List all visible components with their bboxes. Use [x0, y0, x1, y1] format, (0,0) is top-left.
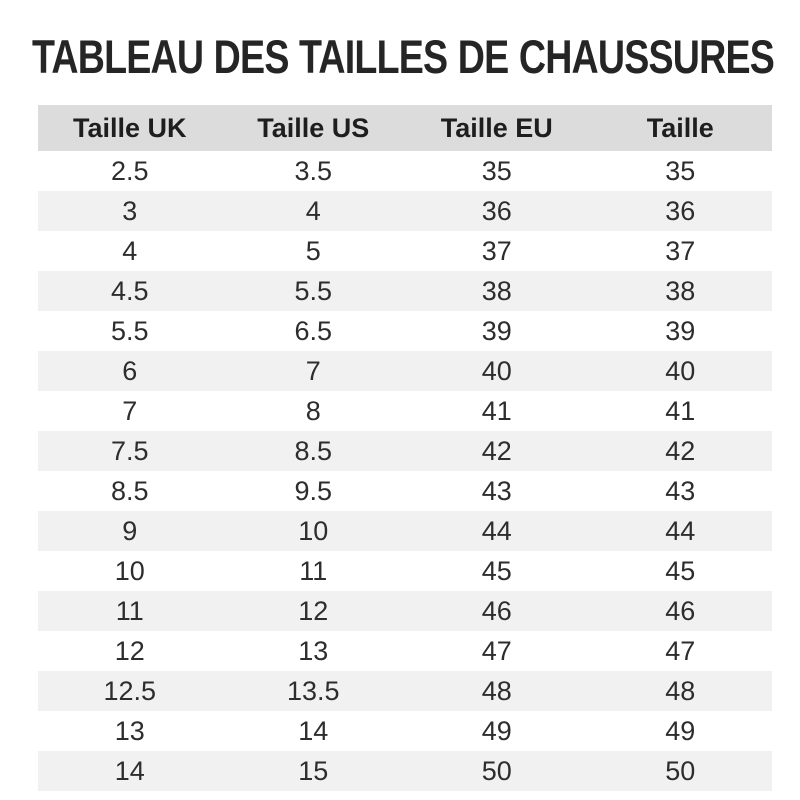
table-cell: 39 [665, 315, 696, 346]
table-cell: 13 [298, 635, 329, 666]
table-cell: 44 [481, 515, 512, 546]
table-row: 13 14 49 49 [38, 711, 772, 751]
table-cell: 49 [481, 715, 512, 746]
table-cell: 8.5 [110, 475, 149, 506]
column-header: Taille UK [38, 105, 222, 151]
table-row: 5.5 6.5 39 39 [38, 311, 772, 351]
table-cell: 13.5 [286, 675, 340, 706]
table-row: 7.5 8.5 42 42 [38, 431, 772, 471]
table-row: 12 13 47 47 [38, 631, 772, 671]
table-cell: 7 [122, 395, 138, 426]
table-cell: 47 [665, 635, 696, 666]
table-cell: 5.5 [110, 315, 149, 346]
table-cell: 11 [299, 555, 328, 586]
table-cell: 36 [481, 195, 512, 226]
size-table: Taille UK Taille US Taille EU Taille 2.5 3.5… [38, 105, 772, 791]
table-cell: 9.5 [294, 475, 333, 506]
table-cell: 10 [114, 555, 145, 586]
table-cell: 38 [481, 275, 512, 306]
table-cell: 45 [665, 555, 696, 586]
table-row: 7 8 41 41 [38, 391, 772, 431]
table-cell: 35 [665, 155, 696, 186]
table-cell: 12.5 [103, 675, 157, 706]
table-row: 3 4 36 36 [38, 191, 772, 231]
table-cell: 8 [305, 395, 321, 426]
table-cell: 4 [122, 235, 138, 266]
table-cell: 42 [665, 435, 696, 466]
page-title: TABLEAU DES TAILLES DE CHAUSSURES [32, 30, 775, 83]
column-header: Taille EU [405, 105, 589, 151]
table-cell: 46 [481, 595, 512, 626]
table-cell: 7 [305, 355, 321, 386]
table-cell: 14 [298, 715, 329, 746]
table-cell: 40 [481, 355, 512, 386]
table-cell: 6 [122, 355, 138, 386]
table-cell: 43 [665, 475, 696, 506]
column-header: Taille US [221, 105, 405, 151]
table-cell: 42 [481, 435, 512, 466]
table-row: 11 12 46 46 [38, 591, 772, 631]
table-head: Taille UK Taille US Taille EU Taille [38, 105, 772, 151]
table-cell: 3 [122, 195, 138, 226]
table-row: 14 15 50 50 [38, 751, 772, 791]
table-cell: 14 [114, 755, 145, 786]
table-row: 8.5 9.5 43 43 [38, 471, 772, 511]
table-cell: 4 [305, 195, 321, 226]
table-row: 6 7 40 40 [38, 351, 772, 391]
table-cell: 49 [665, 715, 696, 746]
table-cell: 41 [481, 395, 512, 426]
table-cell: 12 [298, 595, 329, 626]
table-cell: 4.5 [110, 275, 149, 306]
table-cell: 50 [665, 755, 696, 786]
table-cell: 36 [665, 195, 696, 226]
table-cell: 38 [665, 275, 696, 306]
table-cell: 11 [115, 595, 144, 626]
table-cell: 50 [481, 755, 512, 786]
table-cell: 44 [665, 515, 696, 546]
table-cell: 5.5 [294, 275, 333, 306]
table-cell: 48 [481, 675, 512, 706]
table-header-row: Taille UK Taille US Taille EU Taille [38, 105, 772, 151]
table-cell: 35 [481, 155, 512, 186]
table-row: 4.5 5.5 38 38 [38, 271, 772, 311]
table-row: 2.5 3.5 35 35 [38, 151, 772, 191]
table-cell: 9 [122, 515, 138, 546]
table-cell: 45 [481, 555, 512, 586]
table-cell: 3.5 [294, 155, 333, 186]
table-cell: 10 [298, 515, 329, 546]
table-cell: 37 [481, 235, 512, 266]
column-header: Taille [588, 105, 772, 151]
table-cell: 7.5 [110, 435, 149, 466]
table-cell: 39 [481, 315, 512, 346]
table-row: 4 5 37 37 [38, 231, 772, 271]
table-cell: 15 [298, 755, 329, 786]
table-cell: 12 [114, 635, 145, 666]
table-cell: 46 [665, 595, 696, 626]
table-cell: 13 [114, 715, 145, 746]
table-cell: 41 [665, 395, 696, 426]
table-cell: 6.5 [294, 315, 333, 346]
table-cell: 48 [665, 675, 696, 706]
table-cell: 5 [305, 235, 321, 266]
table-row: 9 10 44 44 [38, 511, 772, 551]
table-row: 12.5 13.5 48 48 [38, 671, 772, 711]
table-body: 2.5 3.5 35 35 3 4 36 36 4 5 37 37 4.5 5.5 38 38 5.5 6.5 39… [38, 151, 772, 791]
table-row: 10 11 45 45 [38, 551, 772, 591]
table-cell: 8.5 [294, 435, 333, 466]
table-cell: 47 [481, 635, 512, 666]
table-cell: 2.5 [110, 155, 149, 186]
table-cell: 40 [665, 355, 696, 386]
table-cell: 43 [481, 475, 512, 506]
table-cell: 37 [665, 235, 696, 266]
